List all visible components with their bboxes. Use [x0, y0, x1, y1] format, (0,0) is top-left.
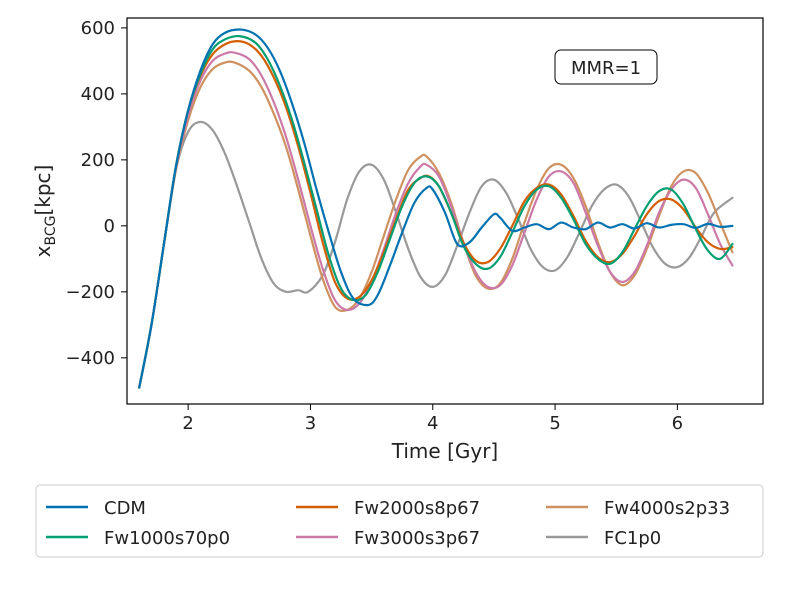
y-tick-label: 0: [104, 216, 115, 237]
y-axis-label: xBCG[kpc]: [31, 165, 59, 258]
legend: CDM Fw1000s70p0 Fw2000s8p67 Fw3000s3p67 Fw40…: [35, 484, 764, 558]
series-line-fw4000s2p33: [138, 60, 734, 389]
legend-label: Fw3000s3p67: [354, 528, 480, 549]
x-tick-label: 6: [672, 413, 683, 434]
x-tick-label: 3: [305, 413, 316, 434]
x-tick-label: 5: [549, 413, 560, 434]
y-axis-label-sub: BCG: [43, 216, 59, 246]
series-line-fw3000s3p67: [138, 51, 734, 389]
legend-label: FC1p0: [604, 528, 661, 549]
series-line-fw1000s70p0: [138, 34, 734, 389]
y-tick-label: 600: [81, 18, 115, 39]
legend-label: Fw2000s8p67: [354, 498, 480, 519]
axes-ticks: 2 3 4 5 6 −400 −200 0 200 400 600: [66, 18, 684, 434]
x-tick-label: 4: [427, 413, 438, 434]
y-axis-label-main: x: [31, 245, 55, 257]
y-tick-label: 400: [81, 84, 115, 105]
annotation-box: MMR=1: [554, 49, 658, 85]
legend-label: CDM: [104, 498, 146, 519]
y-tick-label: −200: [66, 282, 115, 303]
legend-label: Fw1000s70p0: [104, 528, 230, 549]
plot-frame: [126, 17, 764, 405]
series-line-cdm: [138, 28, 734, 389]
series-line-fw2000s8p67: [138, 39, 734, 389]
y-tick-label: 200: [81, 150, 115, 171]
y-tick-label: −400: [66, 348, 115, 369]
legend-label: Fw4000s2p33: [604, 498, 730, 519]
legend-frame: [35, 484, 764, 558]
x-tick-label: 2: [182, 413, 193, 434]
annotation-text: MMR=1: [571, 58, 641, 79]
x-axis-label: Time [Gyr]: [391, 439, 498, 463]
series-lines: [138, 28, 734, 389]
series-line-fc1p0: [138, 120, 734, 389]
y-axis-label-unit: [kpc]: [31, 165, 55, 216]
